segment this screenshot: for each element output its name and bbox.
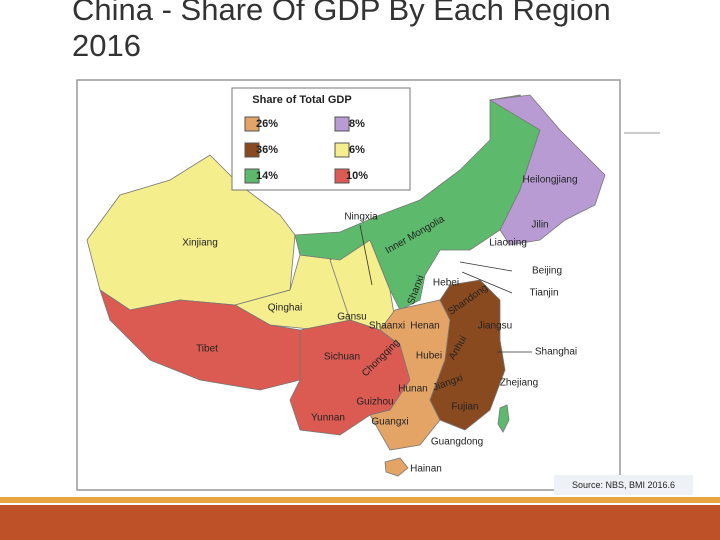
region-label: Guangdong — [431, 437, 483, 448]
region-label: Fujian — [451, 402, 478, 413]
footer-stripe — [0, 497, 720, 503]
legend-label: 14% — [256, 170, 278, 182]
region-label: Tibet — [196, 344, 218, 355]
legend-label: 6% — [349, 144, 365, 156]
legend-swatch — [334, 142, 350, 158]
legend-swatch — [244, 116, 260, 132]
region-label: Hunan — [398, 384, 427, 395]
source-note: Source: NBS, BMI 2016.6 — [554, 475, 693, 495]
legend-swatch — [334, 116, 350, 132]
region-shape — [384, 457, 409, 477]
region-shape — [488, 94, 606, 246]
region-label: Hubei — [416, 351, 442, 362]
region-label: Jilin — [531, 220, 548, 231]
region-label: Zhejiang — [500, 378, 538, 389]
regions — [86, 94, 606, 477]
region-label: Hebei — [433, 278, 459, 289]
region-label: Sichuan — [324, 352, 360, 363]
footer-band — [0, 505, 720, 540]
leader-lines — [359, 224, 532, 353]
region-label: Guizhou — [356, 397, 393, 408]
region-label: Liaoning — [489, 238, 527, 249]
region-label: Shanghai — [535, 347, 577, 358]
legend-box — [231, 87, 411, 191]
legend-label: 36% — [256, 144, 278, 156]
region-label: Shaanxi — [369, 321, 405, 332]
legend-swatch — [334, 168, 350, 184]
legend-swatch — [244, 168, 260, 184]
region-label: Hainan — [410, 464, 442, 475]
region-label: Gansu — [337, 312, 366, 323]
legend-title: Share of Total GDP — [252, 94, 351, 106]
slide-title: China - Share Of GDP By Each Region 2016 — [72, 0, 611, 63]
legend-label: 26% — [256, 118, 278, 130]
legend-label: 8% — [349, 118, 365, 130]
region-shape — [497, 404, 510, 433]
region-label: Yunnan — [311, 413, 345, 424]
region-label: Henan — [410, 321, 439, 332]
region-shape — [429, 279, 506, 431]
region-label: Beijing — [532, 266, 562, 277]
region-label: Xinjiang — [182, 238, 218, 249]
region-label: Heilongjiang — [522, 175, 577, 186]
region-label: Guangxi — [371, 417, 408, 428]
region-label: Jiangsu — [478, 321, 512, 332]
region-label: Qinghai — [268, 303, 302, 314]
legend-label: 10% — [346, 170, 368, 182]
region-label: Ningxia — [344, 212, 378, 223]
legend-swatch — [244, 142, 260, 158]
region-label: Tianjin — [529, 288, 558, 299]
